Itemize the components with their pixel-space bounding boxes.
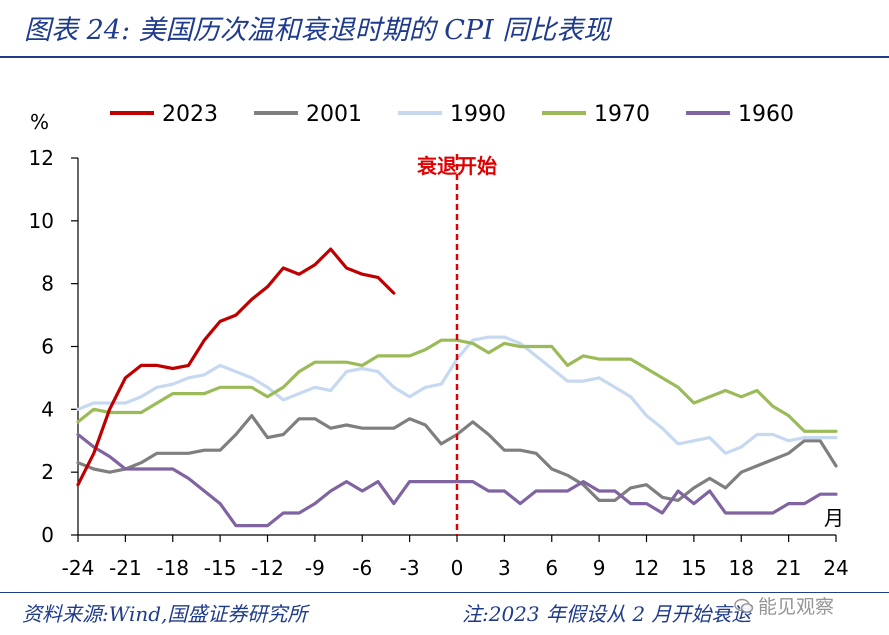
x-tick-label: 24 (823, 556, 848, 580)
x-tick-label: 6 (545, 556, 558, 580)
footer-rule (0, 592, 889, 593)
x-tick-label: -6 (352, 556, 372, 580)
series-line-2023 (76, 247, 396, 487)
legend-label-1970: 1970 (594, 102, 650, 127)
source-note: 资料来源:Wind,国盛证券研究所 (22, 602, 308, 626)
x-axis-unit-label: 月 (824, 506, 844, 530)
y-tick-label: 2 (41, 460, 54, 484)
y-tick-label: 8 (41, 272, 54, 296)
legend-label-2001: 2001 (306, 102, 362, 127)
x-tick-label: 15 (681, 556, 706, 580)
x-tick-label: -15 (204, 556, 237, 580)
series-line-1960 (76, 432, 838, 528)
series-line-1970 (76, 338, 838, 433)
x-tick-label: -9 (305, 556, 325, 580)
header: 图表 24: 美国历次温和衰退时期的 CPI 同比表现 (0, 0, 889, 58)
legend: 2023 2001 1990 1970 1960 (110, 102, 794, 127)
x-tick-label: 9 (593, 556, 606, 580)
x-tick-label: -24 (62, 556, 95, 580)
y-axis-ticks: 0 2 4 6 8 10 12 (29, 146, 78, 547)
x-tick-label: 21 (776, 556, 801, 580)
x-tick-label: 12 (634, 556, 659, 580)
assumption-note: 注:2023 年假设从 2 月开始衰退 (462, 602, 752, 626)
x-axis-ticks: -24 -21 -18 -15 -12 -9 -6 -3 0 3 6 9 12 15 18 21 24 (62, 535, 849, 580)
legend-label-1960: 1960 (738, 102, 794, 127)
legend-label-2023: 2023 (162, 102, 218, 127)
x-tick-label: -18 (156, 556, 189, 580)
header-rule (0, 56, 889, 58)
x-tick-label: 3 (498, 556, 511, 580)
x-tick-label: -21 (109, 556, 142, 580)
watermark-text: 能见观察 (758, 596, 835, 618)
y-tick-label: 6 (41, 335, 54, 359)
x-tick-label: 18 (729, 556, 754, 580)
y-tick-label: 12 (29, 146, 54, 170)
y-tick-label: 0 (41, 523, 54, 547)
recession-start-label: 衰退开始 (416, 154, 497, 178)
x-tick-label: 0 (451, 556, 464, 580)
x-tick-label: -3 (400, 556, 420, 580)
legend-label-1990: 1990 (450, 102, 506, 127)
wechat-icon (734, 598, 754, 613)
y-tick-label: 4 (41, 397, 54, 421)
footer: 资料来源:Wind,国盛证券研究所 注:2023 年假设从 2 月开始衰退 能见… (0, 592, 889, 635)
x-tick-label: -12 (251, 556, 284, 580)
y-tick-label: 10 (29, 209, 54, 233)
chart-title: 图表 24: 美国历次温和衰退时期的 CPI 同比表现 (24, 15, 611, 46)
y-axis-unit-label: % (30, 110, 49, 134)
watermark: 能见观察 (734, 592, 834, 619)
